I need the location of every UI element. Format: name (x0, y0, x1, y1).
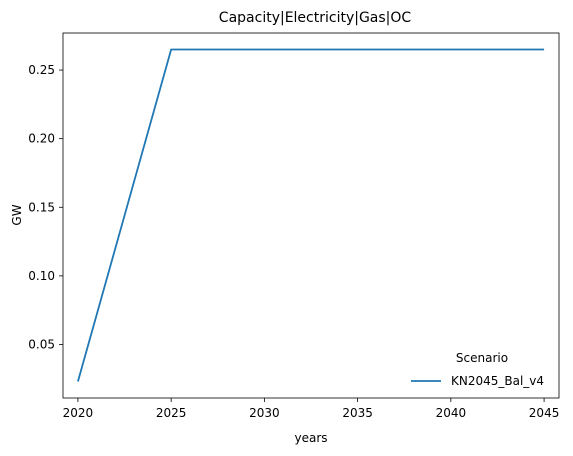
y-tick-label: 0.15 (28, 200, 55, 214)
legend: Scenario KN2045_Bal_v4 (411, 351, 544, 388)
x-axis: 2020 2025 2030 2035 2040 2045 (63, 398, 560, 420)
plot-area (62, 32, 560, 399)
x-tick-label: 2040 (436, 406, 467, 420)
x-tick-label: 2035 (342, 406, 373, 420)
legend-label: KN2045_Bal_v4 (451, 374, 544, 388)
y-tick-label: 0.20 (28, 132, 55, 146)
chart-title: Capacity|Electricity|Gas|OC (219, 10, 412, 26)
y-tick-label: 0.10 (28, 269, 55, 283)
y-axis-label: GW (10, 204, 24, 225)
y-axis: 0.05 0.10 0.15 0.20 0.25 (28, 63, 63, 351)
x-tick-label: 2030 (249, 406, 280, 420)
series-line (77, 48, 545, 382)
x-tick-label: 2020 (63, 406, 94, 420)
y-tick-label: 0.05 (28, 337, 55, 351)
x-axis-label: years (294, 431, 327, 445)
y-tick-label: 0.25 (28, 63, 55, 77)
legend-title: Scenario (456, 351, 508, 365)
x-tick-label: 2045 (529, 406, 560, 420)
x-tick-label: 2025 (156, 406, 187, 420)
series-layer (77, 48, 545, 382)
plot-frame (62, 32, 560, 399)
